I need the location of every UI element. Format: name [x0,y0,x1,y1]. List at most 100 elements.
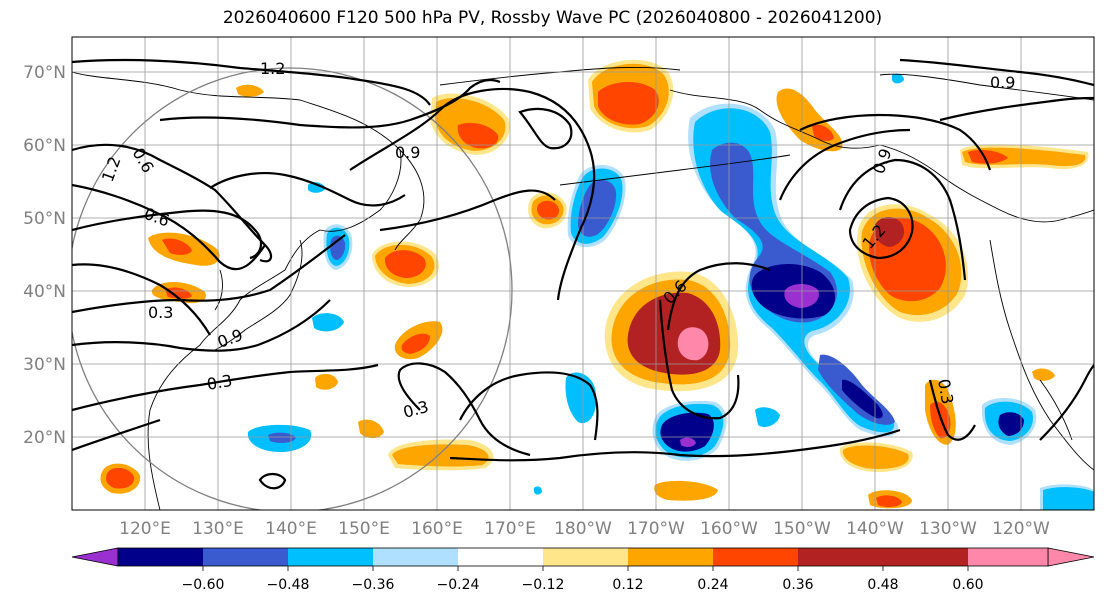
colorbar-segment [883,548,968,566]
contour-label: 0.3 [934,377,957,405]
coastline-korea [214,269,223,311]
colorbar-segment [798,548,883,566]
contour-line [209,172,406,207]
anomaly-pos [384,250,426,278]
coastline-alaska [669,89,1094,223]
contour-line [518,107,573,150]
map-title: 2026040600 F120 500 hPa PV, Rossby Wave … [222,8,883,28]
coastline-asia [72,71,402,510]
anomaly-pos [315,373,338,390]
coastline-aleutians [559,154,791,186]
colorbar-extend-min [71,547,119,567]
lon-label: 140°E [265,519,317,539]
contour-label: 0.9 [990,73,1015,92]
contour-line [72,183,266,271]
contour-label: 0.3 [148,303,173,322]
contour-line [658,299,740,420]
contour-line [379,189,556,232]
anomaly-neg [312,313,344,332]
coastline-kamchatka [394,149,425,251]
contour-label: 1.2 [260,59,285,78]
lat-label: 50°N [23,209,66,229]
contour-line [349,87,596,301]
coastline-baja [1039,379,1073,441]
lat-label: 30°N [23,355,66,375]
lon-label: 130°E [192,519,244,539]
anomaly-neg [755,407,780,427]
contour-line [72,299,331,352]
colorbar-segment [543,548,628,566]
contour-line [72,143,273,263]
contour-line [72,418,161,452]
contour-line [928,379,976,441]
colorbar: −0.60 −0.48 −0.36 −0.24 −0.12 0.12 0.24 … [71,547,1095,593]
contour-line [397,362,531,457]
colorbar-tick-label: 0.24 [697,577,728,593]
colorbar-tick-label: −0.36 [352,577,395,593]
colorbar-ticks [202,566,969,571]
contour-line [666,262,771,331]
anomaly-neg [330,235,346,260]
contour-line [258,472,287,490]
colorbar-segment [628,548,713,566]
lat-label: 70°N [23,63,66,83]
colorbar-segment [203,548,288,566]
anomaly-neg [268,432,296,443]
anomaly-neg [892,73,904,84]
coastline-na-west [989,239,1094,471]
contour-line [72,263,211,336]
lon-label: 150°E [338,519,390,539]
lon-label: 140°W [846,519,904,539]
anomaly-neg [842,379,883,419]
anomaly-pos [598,81,659,125]
anomaly-neg [578,179,617,237]
colorbar-tick-label: 0.48 [867,577,898,593]
anomaly-pos [401,333,430,354]
contour-line [939,96,1094,122]
coastline-japan [214,239,303,351]
anomaly-pos [874,216,905,247]
anomaly-pos [162,238,192,255]
colorbar-tick-label: −0.24 [437,577,480,593]
latitude-labels: 70°N 60°N 50°N 40°N 30°N 20°N [23,63,66,448]
anomaly-pos [654,480,718,501]
anomaly-neg [998,412,1024,436]
colorbar-segment [288,548,373,566]
contour-line [72,58,431,106]
anomaly-pos [457,122,499,149]
anomaly-pos [358,419,384,439]
colorbar-tick-label: 0.60 [952,577,983,593]
contour-line [449,428,901,462]
lon-label: 180°W [554,519,612,539]
lon-label: 150°W [773,519,831,539]
lon-label: 170°W [627,519,685,539]
colorbar-extend-max [1047,547,1095,567]
lat-label: 40°N [23,282,66,302]
lon-label: 170°E [484,519,536,539]
anomaly-neg [680,437,696,448]
anomaly-pos [876,495,902,507]
lon-label: 160°W [700,519,758,539]
contour-line [72,209,263,260]
colorbar-outline [117,547,1049,567]
contour-line [799,113,992,171]
contour-line [838,158,967,281]
anomaly-neg [1043,487,1094,510]
anomaly-pos [812,124,834,141]
anomaly-pos [536,200,560,220]
contour-line [778,128,911,201]
contour-line [848,196,914,260]
colorbar-segment [118,548,203,566]
lat-label: 20°N [23,428,66,448]
colorbar-segment [373,548,458,566]
colorbar-tick-label: −0.12 [522,577,565,593]
contour-line [899,58,1094,87]
contour-line [459,371,599,441]
contour-line [72,234,346,314]
colorbar-tick-label: −0.48 [267,577,310,593]
lat-label: 60°N [23,136,66,156]
lon-label: 130°W [919,519,977,539]
pv-anomaly-shading [100,59,1094,510]
anomaly-pos [677,327,709,361]
